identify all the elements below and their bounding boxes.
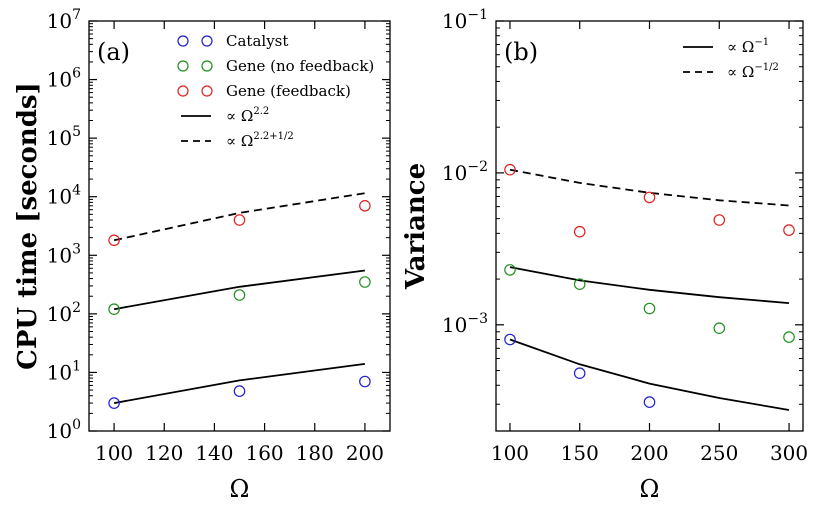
point-catalyst-a (108, 397, 120, 409)
point-gene-feedback-b (643, 191, 656, 204)
x-axis-label-b: Ω (640, 475, 660, 503)
point-gene-feedback-a (233, 214, 246, 226)
legend-marker-gene-no-feedback (201, 60, 213, 72)
y-tick-label-a: 100 (47, 417, 81, 443)
point-gene-feedback-b (573, 225, 586, 238)
plot-frame-a (88, 20, 391, 432)
point-catalyst-b (643, 396, 656, 408)
legend-marker-gene-feedback (201, 85, 213, 97)
legend-marker-gene-feedback (177, 85, 189, 97)
point-catalyst-b (573, 367, 586, 379)
solid-fit-line-a (113, 269, 366, 311)
panel-label-a: (a) (97, 38, 130, 66)
legend-label: Catalyst (226, 32, 288, 50)
legend-marker-gene-no-feedback (177, 60, 189, 72)
x-tick-label-a: 160 (245, 441, 283, 465)
y-tick-label-a: 107 (47, 7, 81, 33)
legend-marker-catalyst (201, 35, 213, 47)
point-gene-feedback-a (108, 234, 120, 247)
point-gene-no-feedback-a (108, 303, 120, 315)
legend-b: ∝ Ω−1 ∝ Ω−1/2 (683, 37, 779, 81)
x-tick-label-a: 140 (195, 441, 233, 465)
legend-label: ∝ Ω2.2 (226, 106, 269, 125)
panel-a: 100 120 140 160 180 200 100 101 102 103 104 105 106 1… (13, 7, 391, 503)
point-catalyst-a (233, 385, 246, 397)
panel-label-b: (b) (504, 38, 538, 66)
x-tick-label-a: 120 (145, 441, 183, 465)
point-gene-feedback-a (359, 200, 371, 212)
x-tick-label-a: 200 (346, 441, 384, 465)
point-gene-no-feedback-b (783, 331, 795, 343)
plot-frame-b (495, 20, 804, 432)
legend-marker-catalyst (177, 35, 189, 47)
legend-a: Catalyst Gene (no feedback) Gene (feedback… (177, 32, 374, 150)
y-tick-label-a: 103 (47, 241, 81, 267)
y-tick-label-a: 104 (47, 183, 81, 209)
dashed-fit-line-b (509, 168, 790, 207)
x-tick-label-a: 100 (95, 441, 133, 465)
y-axis-label-a: CPU time [seconds] (13, 82, 43, 370)
x-tick-label-b: 300 (770, 441, 808, 465)
point-gene-feedback-b (713, 214, 726, 226)
y-tick-label-a: 102 (47, 300, 81, 326)
point-gene-no-feedback-b (713, 322, 726, 334)
point-catalyst-b (504, 333, 516, 346)
solid-fit-line-a (113, 363, 366, 404)
solid-fit-line-b (509, 266, 790, 304)
y-tick-label-b: 10−3 (442, 311, 488, 337)
x-axis-label-a: Ω (230, 475, 250, 503)
x-tick-label-b: 150 (561, 441, 599, 465)
point-gene-no-feedback-b (573, 278, 586, 290)
point-gene-no-feedback-a (359, 276, 371, 288)
legend-label: Gene (feedback) (226, 82, 351, 100)
point-catalyst-a (359, 375, 371, 388)
x-tick-label-a: 180 (296, 441, 334, 465)
legend-label: ∝ Ω−1/2 (727, 62, 779, 81)
y-tick-label-a: 101 (47, 358, 81, 384)
y-axis-label-b: Variance (401, 163, 431, 290)
y-tick-label-a: 105 (47, 124, 81, 150)
x-tick-label-b: 100 (491, 441, 529, 465)
point-gene-no-feedback-b (504, 264, 516, 276)
dashed-fit-line-a (113, 192, 366, 242)
legend-label: ∝ Ω2.2+1/2 (226, 131, 294, 150)
point-gene-feedback-b (783, 224, 795, 236)
y-tick-label-b: 10−1 (442, 7, 488, 33)
point-gene-no-feedback-a (233, 289, 246, 301)
x-tick-label-b: 200 (630, 441, 668, 465)
y-tick-label-b: 10−2 (442, 159, 488, 185)
point-gene-no-feedback-b (643, 302, 656, 315)
legend-label: Gene (no feedback) (226, 57, 374, 75)
panel-b: 100 150 200 250 300 10−3 10−2 10−1 (b) Ω Varian… (401, 7, 808, 503)
legend-label: ∝ Ω−1 (727, 37, 769, 56)
y-tick-label-a: 106 (47, 66, 81, 92)
point-gene-feedback-b (504, 163, 516, 176)
solid-fit-line-b (509, 338, 790, 411)
x-tick-label-b: 250 (700, 441, 738, 465)
